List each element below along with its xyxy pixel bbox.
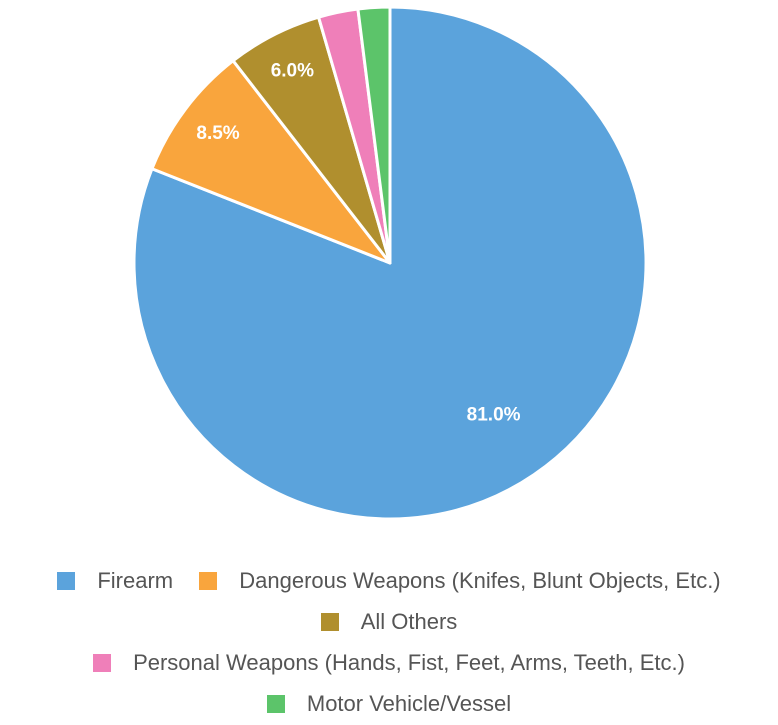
legend-swatch-all-others <box>320 613 339 631</box>
legend-row-1: Firearm Dangerous Weapons (Knifes, Blunt… <box>0 560 778 601</box>
legend-item-motor-vehicle[interactable]: Motor Vehicle/Vessel <box>266 683 512 724</box>
slice-label-firearm: 81.0% <box>467 404 521 425</box>
legend-swatch-dangerous-weapons <box>199 572 218 590</box>
legend-label-motor-vehicle: Motor Vehicle/Vessel <box>306 691 512 716</box>
legend-label-dangerous-weapons: Dangerous Weapons (Knifes, Blunt Objects… <box>239 568 721 593</box>
pie-slice-dangerous-weapons[interactable] <box>150 59 392 265</box>
legend-swatch-firearm <box>57 572 76 590</box>
legend-swatch-personal-weapons <box>93 654 112 672</box>
legend-row-2: All Others <box>0 601 778 642</box>
legend-row-3: Personal Weapons (Hands, Fist, Feet, Arm… <box>0 642 778 683</box>
legend-label-all-others: All Others <box>360 609 458 634</box>
legend-label-firearm: Firearm <box>97 568 174 593</box>
pie-slice-motor-vehicle[interactable] <box>356 5 392 265</box>
legend-item-all-others[interactable]: All Others <box>320 601 458 642</box>
legend-label-personal-weapons: Personal Weapons (Hands, Fist, Feet, Arm… <box>133 650 685 675</box>
legend-item-firearm[interactable]: Firearm <box>57 560 173 601</box>
legend-swatch-motor-vehicle <box>266 695 285 713</box>
legend: Firearm Dangerous Weapons (Knifes, Blunt… <box>0 560 778 724</box>
legend-row-4: Motor Vehicle/Vessel <box>0 683 778 724</box>
slice-label-dangerous-weapons: 8.5% <box>196 123 239 144</box>
legend-item-personal-weapons[interactable]: Personal Weapons (Hands, Fist, Feet, Arm… <box>93 642 685 683</box>
legend-item-dangerous-weapons[interactable]: Dangerous Weapons (Knifes, Blunt Objects… <box>199 560 721 601</box>
pie-chart: 81.0% 8.5% 6.0% <box>132 5 648 521</box>
slice-label-all-others: 6.0% <box>271 60 314 81</box>
